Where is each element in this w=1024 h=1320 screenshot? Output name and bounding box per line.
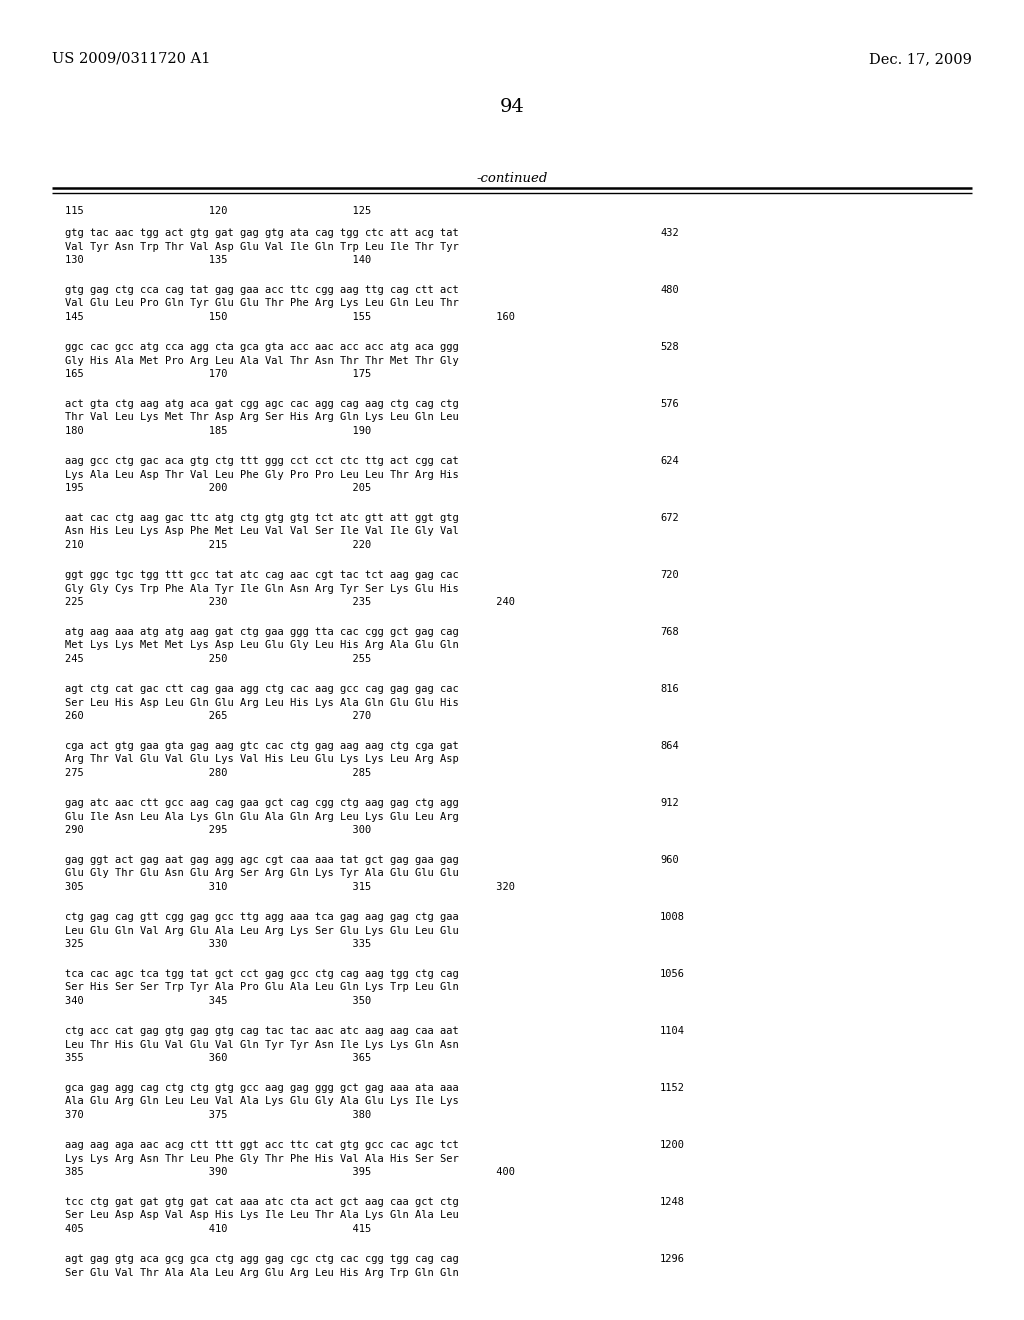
Text: 576: 576 (660, 399, 679, 409)
Text: 672: 672 (660, 513, 679, 523)
Text: Glu Ile Asn Leu Ala Lys Gln Glu Ala Gln Arg Leu Lys Glu Leu Arg: Glu Ile Asn Leu Ala Lys Gln Glu Ala Gln … (65, 812, 459, 821)
Text: 816: 816 (660, 684, 679, 694)
Text: 912: 912 (660, 799, 679, 808)
Text: Ala Glu Arg Gln Leu Leu Val Ala Lys Glu Gly Ala Glu Lys Ile Lys: Ala Glu Arg Gln Leu Leu Val Ala Lys Glu … (65, 1097, 459, 1106)
Text: Gly Gly Cys Trp Phe Ala Tyr Ile Gln Asn Arg Tyr Ser Lys Glu His: Gly Gly Cys Trp Phe Ala Tyr Ile Gln Asn … (65, 583, 459, 594)
Text: gag atc aac ctt gcc aag cag gaa gct cag cgg ctg aag gag ctg agg: gag atc aac ctt gcc aag cag gaa gct cag … (65, 799, 459, 808)
Text: 1152: 1152 (660, 1082, 685, 1093)
Text: 355                    360                    365: 355 360 365 (65, 1053, 372, 1063)
Text: 340                    345                    350: 340 345 350 (65, 997, 372, 1006)
Text: 260                    265                    270: 260 265 270 (65, 711, 372, 721)
Text: ggc cac gcc atg cca agg cta gca gta acc aac acc acc atg aca ggg: ggc cac gcc atg cca agg cta gca gta acc … (65, 342, 459, 352)
Text: 180                    185                    190: 180 185 190 (65, 426, 372, 436)
Text: -continued: -continued (476, 172, 548, 185)
Text: 145                    150                    155                    160: 145 150 155 160 (65, 312, 515, 322)
Text: atg aag aaa atg atg aag gat ctg gaa ggg tta cac cgg gct gag cag: atg aag aaa atg atg aag gat ctg gaa ggg … (65, 627, 459, 638)
Text: aag aag aga aac acg ctt ttt ggt acc ttc cat gtg gcc cac agc tct: aag aag aga aac acg ctt ttt ggt acc ttc … (65, 1140, 459, 1150)
Text: 1056: 1056 (660, 969, 685, 979)
Text: ggt ggc tgc tgg ttt gcc tat atc cag aac cgt tac tct aag gag cac: ggt ggc tgc tgg ttt gcc tat atc cag aac … (65, 570, 459, 579)
Text: 290                    295                    300: 290 295 300 (65, 825, 372, 836)
Text: Leu Thr His Glu Val Glu Val Gln Tyr Tyr Asn Ile Lys Lys Gln Asn: Leu Thr His Glu Val Glu Val Gln Tyr Tyr … (65, 1040, 459, 1049)
Text: 245                    250                    255: 245 250 255 (65, 653, 372, 664)
Text: 528: 528 (660, 342, 679, 352)
Text: agt gag gtg aca gcg gca ctg agg gag cgc ctg cac cgg tgg cag cag: agt gag gtg aca gcg gca ctg agg gag cgc … (65, 1254, 459, 1265)
Text: 195                    200                    205: 195 200 205 (65, 483, 372, 492)
Text: 385                    390                    395                    400: 385 390 395 400 (65, 1167, 515, 1177)
Text: 275                    280                    285: 275 280 285 (65, 768, 372, 777)
Text: Ser Leu Asp Asp Val Asp His Lys Ile Leu Thr Ala Lys Gln Ala Leu: Ser Leu Asp Asp Val Asp His Lys Ile Leu … (65, 1210, 459, 1221)
Text: 960: 960 (660, 855, 679, 865)
Text: 225                    230                    235                    240: 225 230 235 240 (65, 597, 515, 607)
Text: 864: 864 (660, 741, 679, 751)
Text: 1296: 1296 (660, 1254, 685, 1265)
Text: Asn His Leu Lys Asp Phe Met Leu Val Val Ser Ile Val Ile Gly Val: Asn His Leu Lys Asp Phe Met Leu Val Val … (65, 527, 459, 536)
Text: 1008: 1008 (660, 912, 685, 921)
Text: ctg acc cat gag gtg gag gtg cag tac tac aac atc aag aag caa aat: ctg acc cat gag gtg gag gtg cag tac tac … (65, 1026, 459, 1036)
Text: 768: 768 (660, 627, 679, 638)
Text: Dec. 17, 2009: Dec. 17, 2009 (869, 51, 972, 66)
Text: 165                    170                    175: 165 170 175 (65, 370, 372, 379)
Text: 130                    135                    140: 130 135 140 (65, 255, 372, 265)
Text: 94: 94 (500, 98, 524, 116)
Text: ctg gag cag gtt cgg gag gcc ttg agg aaa tca gag aag gag ctg gaa: ctg gag cag gtt cgg gag gcc ttg agg aaa … (65, 912, 459, 921)
Text: 624: 624 (660, 455, 679, 466)
Text: Thr Val Leu Lys Met Thr Asp Arg Ser His Arg Gln Lys Leu Gln Leu: Thr Val Leu Lys Met Thr Asp Arg Ser His … (65, 412, 459, 422)
Text: Val Tyr Asn Trp Thr Val Asp Glu Val Ile Gln Trp Leu Ile Thr Tyr: Val Tyr Asn Trp Thr Val Asp Glu Val Ile … (65, 242, 459, 252)
Text: Ser His Ser Ser Trp Tyr Ala Pro Glu Ala Leu Gln Lys Trp Leu Gln: Ser His Ser Ser Trp Tyr Ala Pro Glu Ala … (65, 982, 459, 993)
Text: Lys Lys Arg Asn Thr Leu Phe Gly Thr Phe His Val Ala His Ser Ser: Lys Lys Arg Asn Thr Leu Phe Gly Thr Phe … (65, 1154, 459, 1163)
Text: Val Glu Leu Pro Gln Tyr Glu Glu Thr Phe Arg Lys Leu Gln Leu Thr: Val Glu Leu Pro Gln Tyr Glu Glu Thr Phe … (65, 298, 459, 309)
Text: 305                    310                    315                    320: 305 310 315 320 (65, 882, 515, 892)
Text: Ser Leu His Asp Leu Gln Glu Arg Leu His Lys Ala Gln Glu Glu His: Ser Leu His Asp Leu Gln Glu Arg Leu His … (65, 697, 459, 708)
Text: 720: 720 (660, 570, 679, 579)
Text: 210                    215                    220: 210 215 220 (65, 540, 372, 550)
Text: cga act gtg gaa gta gag aag gtc cac ctg gag aag aag ctg cga gat: cga act gtg gaa gta gag aag gtc cac ctg … (65, 741, 459, 751)
Text: gtg tac aac tgg act gtg gat gag gtg ata cag tgg ctc att acg tat: gtg tac aac tgg act gtg gat gag gtg ata … (65, 228, 459, 238)
Text: 405                    410                    415: 405 410 415 (65, 1224, 372, 1234)
Text: 325                    330                    335: 325 330 335 (65, 939, 372, 949)
Text: Leu Glu Gln Val Arg Glu Ala Leu Arg Lys Ser Glu Lys Glu Leu Glu: Leu Glu Gln Val Arg Glu Ala Leu Arg Lys … (65, 925, 459, 936)
Text: 115                    120                    125: 115 120 125 (65, 206, 372, 216)
Text: 1200: 1200 (660, 1140, 685, 1150)
Text: Ser Glu Val Thr Ala Ala Leu Arg Glu Arg Leu His Arg Trp Gln Gln: Ser Glu Val Thr Ala Ala Leu Arg Glu Arg … (65, 1267, 459, 1278)
Text: act gta ctg aag atg aca gat cgg agc cac agg cag aag ctg cag ctg: act gta ctg aag atg aca gat cgg agc cac … (65, 399, 459, 409)
Text: 1248: 1248 (660, 1197, 685, 1206)
Text: aag gcc ctg gac aca gtg ctg ttt ggg cct cct ctc ttg act cgg cat: aag gcc ctg gac aca gtg ctg ttt ggg cct … (65, 455, 459, 466)
Text: gtg gag ctg cca cag tat gag gaa acc ttc cgg aag ttg cag ctt act: gtg gag ctg cca cag tat gag gaa acc ttc … (65, 285, 459, 294)
Text: 370                    375                    380: 370 375 380 (65, 1110, 372, 1119)
Text: agt ctg cat gac ctt cag gaa agg ctg cac aag gcc cag gag gag cac: agt ctg cat gac ctt cag gaa agg ctg cac … (65, 684, 459, 694)
Text: Glu Gly Thr Glu Asn Glu Arg Ser Arg Gln Lys Tyr Ala Glu Glu Glu: Glu Gly Thr Glu Asn Glu Arg Ser Arg Gln … (65, 869, 459, 879)
Text: gag ggt act gag aat gag agg agc cgt caa aaa tat gct gag gaa gag: gag ggt act gag aat gag agg agc cgt caa … (65, 855, 459, 865)
Text: Met Lys Lys Met Met Lys Asp Leu Glu Gly Leu His Arg Ala Glu Gln: Met Lys Lys Met Met Lys Asp Leu Glu Gly … (65, 640, 459, 651)
Text: 432: 432 (660, 228, 679, 238)
Text: aat cac ctg aag gac ttc atg ctg gtg gtg tct atc gtt att ggt gtg: aat cac ctg aag gac ttc atg ctg gtg gtg … (65, 513, 459, 523)
Text: US 2009/0311720 A1: US 2009/0311720 A1 (52, 51, 210, 66)
Text: Arg Thr Val Glu Val Glu Lys Val His Leu Glu Lys Lys Leu Arg Asp: Arg Thr Val Glu Val Glu Lys Val His Leu … (65, 755, 459, 764)
Text: 480: 480 (660, 285, 679, 294)
Text: tca cac agc tca tgg tat gct cct gag gcc ctg cag aag tgg ctg cag: tca cac agc tca tgg tat gct cct gag gcc … (65, 969, 459, 979)
Text: gca gag agg cag ctg ctg gtg gcc aag gag ggg gct gag aaa ata aaa: gca gag agg cag ctg ctg gtg gcc aag gag … (65, 1082, 459, 1093)
Text: Gly His Ala Met Pro Arg Leu Ala Val Thr Asn Thr Thr Met Thr Gly: Gly His Ala Met Pro Arg Leu Ala Val Thr … (65, 355, 459, 366)
Text: Lys Ala Leu Asp Thr Val Leu Phe Gly Pro Pro Leu Leu Thr Arg His: Lys Ala Leu Asp Thr Val Leu Phe Gly Pro … (65, 470, 459, 479)
Text: 1104: 1104 (660, 1026, 685, 1036)
Text: tcc ctg gat gat gtg gat cat aaa atc cta act gct aag caa gct ctg: tcc ctg gat gat gtg gat cat aaa atc cta … (65, 1197, 459, 1206)
